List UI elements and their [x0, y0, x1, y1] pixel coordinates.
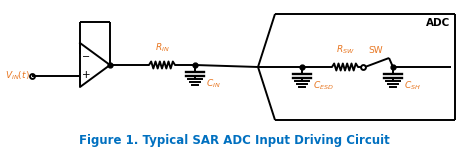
Text: $V_{IN}(t)$: $V_{IN}(t)$ [5, 70, 30, 82]
Text: $R_{SW}$: $R_{SW}$ [336, 43, 355, 56]
Text: $+$: $+$ [81, 69, 91, 80]
Text: $C_{ESD}$: $C_{ESD}$ [313, 79, 334, 91]
Text: $C_{SH}$: $C_{SH}$ [404, 79, 421, 91]
Text: $C_{IN}$: $C_{IN}$ [206, 77, 221, 89]
Text: ADC: ADC [426, 18, 450, 28]
Text: Figure 1. Typical SAR ADC Input Driving Circuit: Figure 1. Typical SAR ADC Input Driving … [79, 134, 389, 147]
Text: $-$: $-$ [82, 50, 91, 60]
Text: $R_{IN}$: $R_{IN}$ [155, 42, 169, 54]
Text: SW: SW [369, 46, 383, 55]
